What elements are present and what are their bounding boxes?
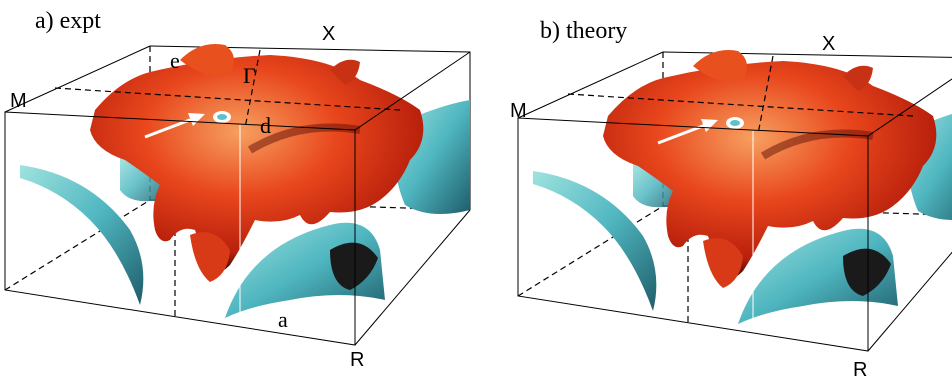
panel-caption: a) expt bbox=[35, 8, 101, 34]
point-label: X bbox=[322, 23, 335, 45]
fermi-surface-render bbox=[518, 50, 952, 351]
point-label: Γ bbox=[243, 63, 256, 88]
point-label: M bbox=[510, 100, 527, 122]
figure: a) expt X M e Γ d a R b) theory X M R bbox=[0, 0, 952, 383]
feature-label: d bbox=[260, 113, 271, 138]
point-label: X bbox=[822, 33, 835, 55]
feature-label: a bbox=[278, 307, 288, 332]
panel-expt: a) expt X M e Γ d a R bbox=[5, 8, 470, 371]
feature-label: e bbox=[170, 48, 180, 73]
panel-theory: b) theory X M R bbox=[510, 18, 952, 381]
fermi-surface-render bbox=[5, 44, 470, 345]
panel-caption: b) theory bbox=[540, 18, 627, 44]
point-label: M bbox=[10, 90, 27, 112]
point-label: R bbox=[853, 359, 867, 381]
point-label: R bbox=[350, 349, 364, 371]
